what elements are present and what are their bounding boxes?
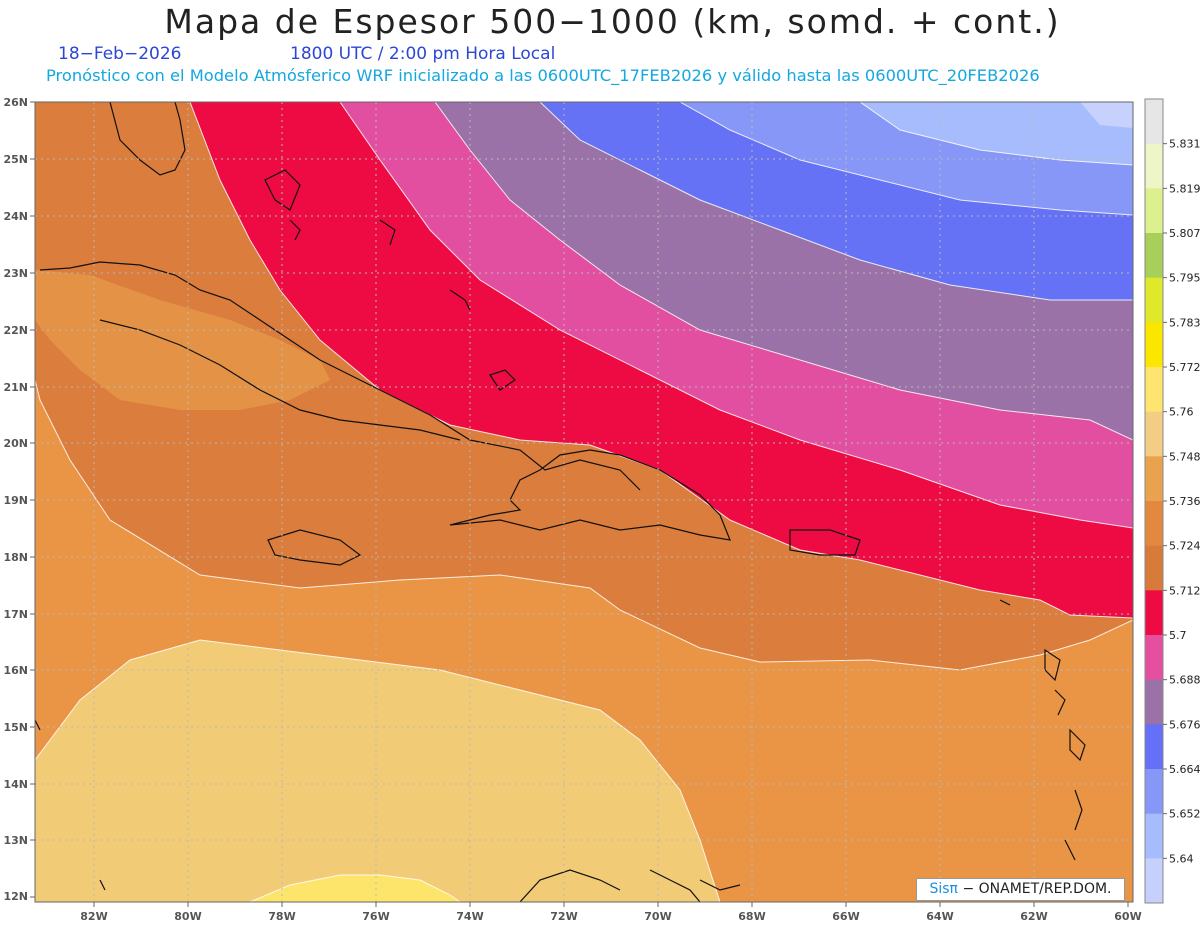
colorbar-label: 5.736 bbox=[1169, 495, 1200, 508]
lon-label: 74W bbox=[456, 910, 483, 923]
colorbar-label: 5.664 bbox=[1169, 763, 1200, 776]
colorbar-swatch bbox=[1145, 590, 1163, 636]
lon-label: 78W bbox=[268, 910, 295, 923]
colorbar-label: 5.772 bbox=[1169, 361, 1200, 374]
colorbar-swatch bbox=[1145, 679, 1163, 725]
colorbar-swatch bbox=[1145, 545, 1163, 591]
contour-fill bbox=[35, 102, 1133, 902]
colorbar-label: 5.724 bbox=[1169, 540, 1200, 553]
lat-label: 13N bbox=[3, 834, 28, 847]
colorbar-swatch bbox=[1145, 501, 1163, 547]
colorbar-label: 5.7 bbox=[1169, 629, 1187, 642]
lat-label: 22N bbox=[3, 324, 28, 337]
lat-label: 20N bbox=[3, 437, 28, 450]
lon-label: 62W bbox=[1020, 910, 1047, 923]
credit-text: − ONAMET/REP.DOM. bbox=[962, 881, 1112, 897]
colorbar-swatch bbox=[1145, 99, 1163, 145]
colorbar-swatch bbox=[1145, 277, 1163, 323]
lat-label: 14N bbox=[3, 778, 28, 791]
forecast-time: 1800 UTC / 2:00 pm Hora Local bbox=[290, 44, 556, 64]
lat-label: 21N bbox=[3, 381, 28, 394]
colorbar-label: 5.831 bbox=[1169, 138, 1200, 151]
grid-lines bbox=[35, 102, 1133, 902]
lon-label: 82W bbox=[80, 910, 107, 923]
colorbar-label: 5.748 bbox=[1169, 450, 1200, 463]
lon-label: 68W bbox=[738, 910, 765, 923]
colorbar-label: 5.676 bbox=[1169, 718, 1200, 731]
lat-label: 15N bbox=[3, 721, 28, 734]
colorbar-label: 5.76 bbox=[1169, 406, 1194, 419]
lat-label: 25N bbox=[3, 153, 28, 166]
colorbar-label: 5.652 bbox=[1169, 808, 1200, 821]
forecast-info: Pronóstico con el Modelo Atmósferico WRF… bbox=[46, 66, 1040, 85]
lon-label: 80W bbox=[174, 910, 201, 923]
colorbar-swatch bbox=[1145, 411, 1163, 457]
lon-label: 70W bbox=[644, 910, 671, 923]
colorbar-swatch bbox=[1145, 858, 1163, 904]
colorbar-swatch bbox=[1145, 769, 1163, 815]
colorbar-swatch bbox=[1145, 233, 1163, 279]
colorbar-label: 5.819 bbox=[1169, 182, 1200, 195]
colorbar-swatch bbox=[1145, 322, 1163, 368]
lon-label: 76W bbox=[362, 910, 389, 923]
lon-label: 66W bbox=[832, 910, 859, 923]
credit-brand: Sisπ bbox=[929, 881, 958, 897]
colorbar-label: 5.795 bbox=[1169, 272, 1200, 285]
colorbar-swatch bbox=[1145, 188, 1163, 234]
lat-label: 17N bbox=[3, 608, 28, 621]
lat-label: 12N bbox=[3, 890, 28, 903]
forecast-date: 18−Feb−2026 bbox=[58, 44, 182, 64]
lat-label: 16N bbox=[3, 664, 28, 677]
colorbar-swatch bbox=[1145, 143, 1163, 189]
coastlines bbox=[35, 102, 1086, 902]
colorbar bbox=[1144, 98, 1167, 904]
colorbar-label: 5.64 bbox=[1169, 852, 1194, 865]
credit-box: Sisπ − ONAMET/REP.DOM. bbox=[916, 878, 1125, 901]
colorbar-swatch bbox=[1145, 813, 1163, 859]
lon-label: 60W bbox=[1114, 910, 1141, 923]
lon-label: 64W bbox=[926, 910, 953, 923]
colorbar-label: 5.807 bbox=[1169, 227, 1200, 240]
colorbar-swatch bbox=[1145, 456, 1163, 502]
colorbar-swatch bbox=[1145, 635, 1163, 681]
colorbar-label: 5.688 bbox=[1169, 674, 1200, 687]
lat-label: 23N bbox=[3, 267, 28, 280]
map-frame bbox=[34, 101, 1134, 903]
colorbar-swatch bbox=[1145, 724, 1163, 770]
colorbar-labels: 5.831 5.819 5.807 5.795 5.783 5.772 5.76 5.748 5… bbox=[1169, 138, 1200, 866]
colorbar-label: 5.783 bbox=[1169, 316, 1200, 329]
colorbar-label: 5.712 bbox=[1169, 584, 1200, 597]
lat-label: 19N bbox=[3, 494, 28, 507]
lon-label: 72W bbox=[550, 910, 577, 923]
map-title: Mapa de Espesor 500−1000 (km, somd. + co… bbox=[164, 2, 1061, 41]
lat-label: 18N bbox=[3, 551, 28, 564]
lat-label: 26N bbox=[3, 96, 28, 109]
lat-label: 24N bbox=[3, 210, 28, 223]
colorbar-swatch bbox=[1145, 367, 1163, 413]
